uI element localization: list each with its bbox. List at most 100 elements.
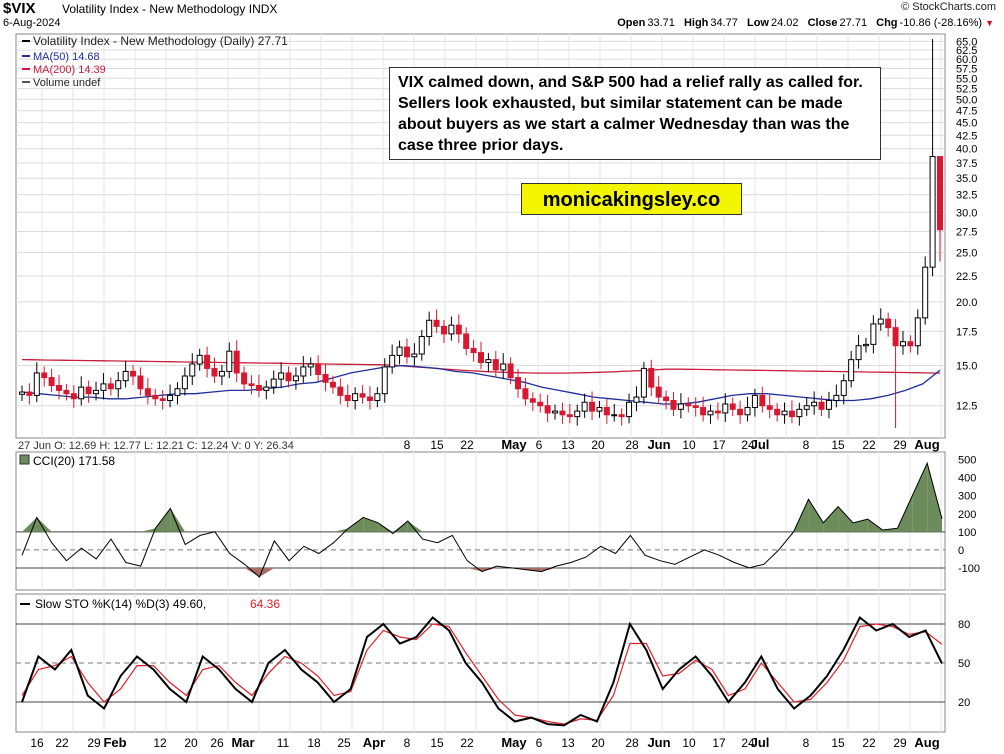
candle-body — [574, 410, 581, 418]
candle-body — [759, 394, 766, 407]
chg-value: -10.86 (-28.16%) — [899, 17, 983, 29]
candle-body — [626, 401, 633, 418]
candle-body — [144, 388, 151, 396]
sto-d-line — [21, 623, 943, 725]
candle-body — [744, 407, 751, 416]
candle-body — [618, 414, 625, 418]
price-tick-label: 15.0 — [956, 360, 977, 372]
cci-overbought-fill — [823, 506, 839, 532]
candle-body — [492, 359, 499, 371]
price-x-tick: 6 — [536, 438, 543, 452]
cci-overbought-fill — [808, 499, 824, 532]
candle-body — [648, 367, 655, 388]
bottom-x-tick: 15 — [831, 736, 845, 750]
sto-tick-label: 80 — [958, 619, 970, 631]
high-value: 34.77 — [710, 17, 738, 29]
cci-oversold-fill — [259, 567, 275, 577]
candle-body — [374, 393, 381, 402]
candle-body — [122, 370, 129, 382]
candle-body — [729, 403, 736, 410]
cci-tick-label: 200 — [958, 509, 976, 521]
chart-header: $VIX Volatility Index - New Methodology … — [0, 0, 1004, 34]
candle-body — [218, 370, 225, 377]
cci-tick-label: 500 — [958, 455, 976, 467]
ohlc-readout: Open 33.71 High 34.77 Low 24.02 Close 27.71 … — [611, 17, 994, 29]
candle-body — [796, 408, 803, 418]
low-label: Low — [746, 17, 769, 29]
price-tick-label: 40.0 — [956, 144, 977, 156]
bottom-x-tick: Feb — [103, 735, 126, 750]
legend-entry: MA(200) 14.39 — [33, 64, 106, 76]
candle-body — [359, 393, 366, 398]
candle-body — [352, 393, 359, 402]
price-x-tick: 8 — [803, 438, 810, 452]
candle-body — [226, 350, 233, 372]
candle-body — [700, 407, 707, 416]
price-x-tick: 10 — [682, 438, 696, 452]
price-x-tick: 8 — [404, 438, 411, 452]
open-label: Open — [617, 17, 646, 29]
chart-date: 6-Aug-2024 — [3, 17, 61, 29]
candle-body — [862, 343, 869, 347]
candle-body — [381, 366, 388, 395]
cci-overbought-fill — [140, 528, 156, 532]
candle-body — [233, 350, 240, 374]
candle-body — [329, 381, 336, 388]
price-tick-label: 32.5 — [956, 190, 977, 202]
candle-body — [152, 394, 159, 400]
candle-body — [811, 401, 818, 407]
candle-body — [537, 401, 544, 407]
candle-body — [137, 375, 144, 390]
cci-oversold-fill — [482, 567, 497, 572]
cci-swatch — [19, 454, 30, 465]
cci-legend: CCI(20) 171.58 — [33, 454, 115, 468]
candle-body — [56, 384, 63, 391]
candle-body — [455, 324, 462, 335]
candle-body — [204, 354, 211, 369]
panel-frame-1 — [15, 33, 946, 439]
price-x-tick: 29 — [893, 438, 907, 452]
price-tick-label: 30.0 — [956, 207, 977, 219]
bottom-x-tick: 20 — [184, 736, 198, 750]
symbol: $VIX — [3, 0, 36, 17]
bottom-x-tick: 28 — [625, 736, 639, 750]
legend-entry: MA(50) 14.68 — [33, 51, 100, 63]
bottom-x-tick: 22 — [460, 736, 474, 750]
candle-body — [737, 408, 744, 416]
candle-body — [485, 359, 492, 364]
candle-body — [714, 410, 721, 414]
candle-body — [692, 405, 699, 409]
bottom-x-tick: 10 — [682, 736, 696, 750]
price-x-tick: 28 — [625, 438, 639, 452]
bottom-x-tick: 29 — [893, 736, 907, 750]
candle-body — [515, 377, 522, 390]
candle-body — [937, 156, 943, 231]
cci-overbought-fill — [912, 463, 928, 532]
candle-body — [26, 391, 33, 396]
price-x-tick: 17 — [712, 438, 726, 452]
candle-body — [78, 386, 85, 400]
candle-body — [241, 372, 248, 385]
bottom-x-tick: Jun — [647, 735, 670, 750]
hover-readout: 27 Jun O: 12.69 H: 12.77 L: 12.21 C: 12.… — [18, 440, 294, 452]
candle-body — [640, 367, 647, 398]
candle-body — [596, 407, 603, 412]
bottom-x-tick: Mar — [231, 735, 254, 750]
candle-body — [300, 366, 307, 377]
price-x-tick: 20 — [591, 438, 605, 452]
bottom-x-tick: 26 — [210, 736, 224, 750]
candle-body — [544, 405, 551, 414]
candle-body — [870, 323, 877, 345]
candle-body — [167, 394, 174, 402]
price-tick-label: 37.5 — [956, 158, 977, 170]
price-tick-label: 45.0 — [956, 118, 977, 130]
candle-body — [344, 394, 351, 402]
candle-body — [655, 386, 662, 398]
candle-body — [751, 394, 758, 409]
cci-overbought-fill — [927, 463, 942, 532]
price-tick-label: 42.5 — [956, 130, 977, 142]
legend-entry: Volatility Index - New Methodology (Dail… — [33, 34, 288, 48]
candle-body — [603, 407, 610, 416]
low-value: 24.02 — [770, 17, 799, 29]
candle-body — [248, 383, 255, 386]
